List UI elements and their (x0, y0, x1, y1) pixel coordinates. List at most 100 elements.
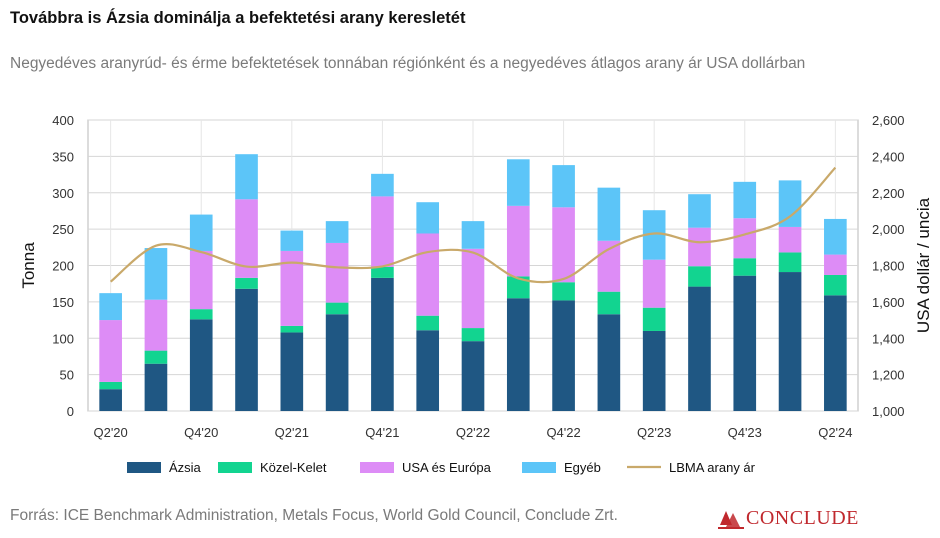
bar-usa-és-európa (99, 320, 122, 382)
x-tick-label: Q4'23 (728, 425, 762, 440)
bar-egyéb (552, 165, 575, 208)
bar-egyéb (99, 293, 122, 321)
bar-közel-kelet (824, 274, 847, 296)
bar-egyéb (642, 210, 666, 260)
legend: Ázsia Közel-Kelet USA és Európa Egyéb LBMA a… (127, 460, 756, 475)
chart-subtitle: Negyedéves aranyrúd- és érme befektetése… (10, 55, 806, 72)
bar-egyéb (506, 159, 530, 206)
chart: 0 50 100 150 200 250 300 350 400 1,000 1,200 1,400 1… (19, 113, 933, 475)
bar-egyéb (688, 194, 711, 228)
bars (99, 154, 847, 411)
bar-közel-kelet (99, 381, 122, 390)
bar-egyéb (371, 173, 394, 197)
legend-swatch (127, 462, 161, 473)
bar-ázsia (235, 288, 258, 411)
bar-ázsia (280, 332, 304, 411)
bar-ázsia (778, 272, 802, 411)
x-tick-label: Q4'21 (365, 425, 399, 440)
y2-tick-label: 1,600 (872, 295, 905, 310)
y2-tick-label: 2,600 (872, 113, 905, 128)
bar-közel-kelet (778, 252, 802, 273)
bar-usa-és-európa (189, 250, 213, 310)
bar-usa-és-európa (733, 218, 757, 259)
bar-ázsia (733, 275, 757, 411)
bar-közel-kelet (416, 315, 440, 331)
y2-tick-label: 1,400 (872, 331, 905, 346)
bar-ázsia (99, 389, 122, 411)
x-tick-label: Q2'22 (456, 425, 490, 440)
y2-tick-label: 2,400 (872, 149, 905, 164)
bar-ázsia (506, 298, 530, 411)
axes: 0 50 100 150 200 250 300 350 400 1,000 1,200 1,400 1… (19, 113, 933, 440)
bar-ázsia (688, 286, 711, 411)
x-tick-label: Q2'24 (818, 425, 852, 440)
y2-tick-label: 2,000 (872, 222, 905, 237)
lbma-price-line (109, 166, 837, 284)
bar-ázsia (824, 295, 847, 411)
y-tick-label: 150 (52, 295, 74, 310)
y-axis-title: Tonna (19, 242, 38, 289)
chart-title: Továbbra is Ázsia dominálja a befektetés… (10, 9, 466, 27)
y2-tick-label: 2,200 (872, 186, 905, 201)
bar-egyéb (325, 221, 349, 243)
x-tick-label: Q4'22 (546, 425, 580, 440)
source-note: Forrás: ICE Benchmark Administration, Me… (10, 507, 618, 524)
bar-usa-és-európa (461, 248, 485, 329)
y-tick-label: 0 (67, 404, 74, 419)
legend-swatch (360, 462, 394, 473)
legend-label: USA és Európa (402, 460, 492, 475)
bar-egyéb (280, 230, 304, 251)
bar-usa-és-európa (552, 207, 575, 283)
x-tick-label: Q2'20 (93, 425, 127, 440)
bar-usa-és-európa (642, 259, 666, 308)
y-tick-label: 300 (52, 186, 74, 201)
conclude-logo: CONCLUDE (718, 503, 878, 533)
bar-közel-kelet (642, 307, 666, 331)
bar-usa-és-európa (280, 250, 304, 326)
y-tick-label: 400 (52, 113, 74, 128)
legend-label: LBMA arany ár (669, 460, 756, 475)
bar-közel-kelet (371, 266, 394, 278)
bar-közel-kelet (235, 277, 258, 289)
bar-egyéb (461, 221, 485, 249)
y2-tick-label: 1,200 (872, 368, 905, 383)
bar-usa-és-európa (235, 199, 258, 278)
x-tick-label: Q4'20 (184, 425, 218, 440)
bar-ázsia (552, 300, 575, 411)
bar-usa-és-európa (506, 205, 530, 277)
y2-tick-label: 1,800 (872, 259, 905, 274)
bar-közel-kelet (461, 328, 485, 342)
bar-ázsia (597, 314, 621, 411)
bar-közel-kelet (280, 325, 304, 333)
bar-usa-és-európa (824, 254, 847, 275)
bar-közel-kelet (189, 309, 213, 320)
bar-egyéb (235, 154, 258, 200)
bar-ázsia (416, 330, 440, 411)
bar-ázsia (189, 319, 213, 411)
legend-label: Közel-Kelet (260, 460, 327, 475)
bar-közel-kelet (688, 266, 711, 287)
bar-egyéb (778, 180, 802, 227)
x-tick-label: Q2'23 (637, 425, 671, 440)
y-tick-label: 350 (52, 149, 74, 164)
bar-ázsia (144, 363, 168, 411)
y-tick-label: 100 (52, 331, 74, 346)
x-tick-label: Q2'21 (275, 425, 309, 440)
bar-egyéb (733, 181, 757, 219)
bar-közel-kelet (733, 258, 757, 276)
legend-label: Egyéb (564, 460, 601, 475)
y-tick-label: 250 (52, 222, 74, 237)
bar-közel-kelet (552, 282, 575, 301)
bar-egyéb (416, 202, 440, 234)
bar-usa-és-európa (778, 226, 802, 253)
y-tick-label: 50 (60, 368, 74, 383)
y2-axis-title: USA dollár / uncia (914, 197, 933, 333)
price-line-group (109, 166, 837, 284)
bar-usa-és-európa (416, 233, 440, 316)
bar-egyéb (597, 187, 621, 241)
logo-text: CONCLUDE (746, 507, 859, 529)
legend-swatch (218, 462, 252, 473)
bar-egyéb (189, 214, 213, 251)
bar-usa-és-európa (325, 242, 349, 303)
bar-ázsia (371, 277, 394, 411)
